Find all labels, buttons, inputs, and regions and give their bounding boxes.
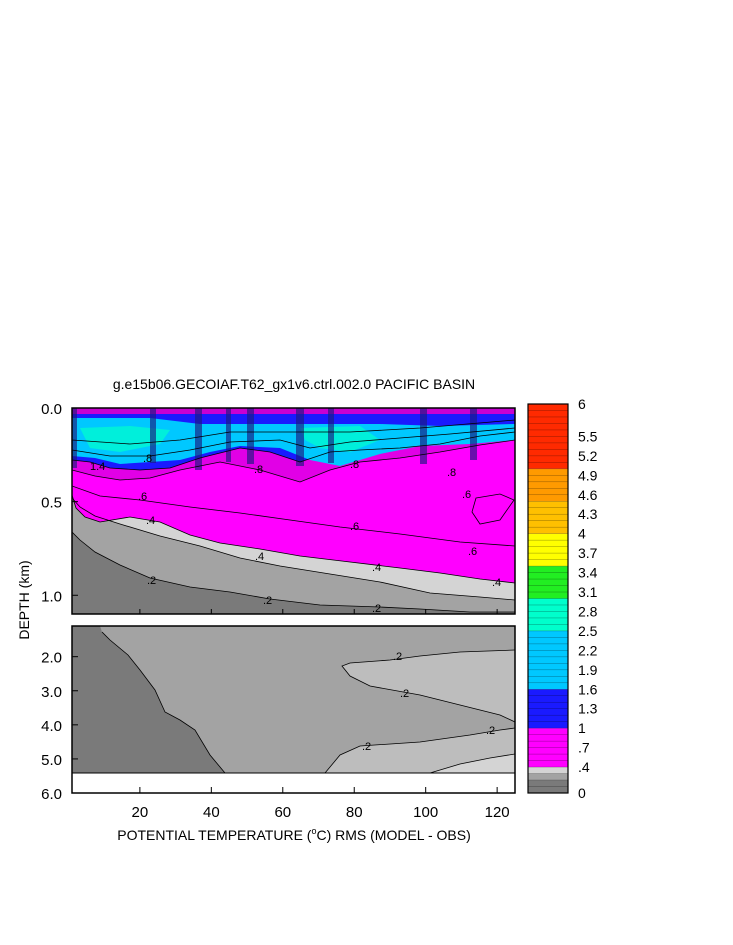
colorbar-frame <box>527 403 569 794</box>
lower-depth-panel <box>72 626 515 793</box>
x-tick-label: 80 <box>346 804 363 821</box>
y-tick-label: 0.5 <box>41 495 62 512</box>
colorbar-label: 5.5 <box>578 428 598 444</box>
lower-panel-frame <box>71 625 516 794</box>
contour-label: .2 <box>393 651 402 663</box>
colorbar-band <box>528 468 568 502</box>
y-tick-label: 0.0 <box>41 401 62 418</box>
contour-label: .2 <box>263 595 272 607</box>
colorbar-label: .4 <box>578 759 590 775</box>
region-0.3-0.4-corner <box>430 754 515 773</box>
region-gt-0.2-bottom <box>325 728 515 773</box>
colorbar-label: 6 <box>578 396 586 412</box>
contour-label: .8 <box>143 453 152 465</box>
contour-label: .2 <box>400 688 409 700</box>
contour-label: .2 <box>486 725 495 737</box>
missing-data-band <box>72 773 515 793</box>
colorbar-label: 2.2 <box>578 642 598 658</box>
x-axis-label-sup: o <box>311 826 316 836</box>
colorbar-band <box>528 566 568 599</box>
contour-label: .6 <box>350 521 359 533</box>
y-tick-label: 4.0 <box>41 718 62 735</box>
colorbar-label: 3.1 <box>578 584 598 600</box>
contour-label: .8 <box>254 464 263 476</box>
contour-label: .2 <box>147 575 156 587</box>
colorbar-label: 2.8 <box>578 603 598 619</box>
y-tick-label: 3.0 <box>41 684 62 701</box>
colorbar-label: 3.4 <box>578 565 598 581</box>
y-tick-label: 1.0 <box>41 588 62 605</box>
contour-label: .2 <box>372 603 381 615</box>
y-tick-label: 2.0 <box>41 650 62 667</box>
x-tick-label: 40 <box>203 804 220 821</box>
colorbar-label: 1.9 <box>578 662 598 678</box>
colorbar-label: 5.2 <box>578 448 598 464</box>
contour-label: .4 <box>146 515 155 527</box>
x-tick-label: 60 <box>274 804 291 821</box>
contour-lines-lower <box>101 631 515 774</box>
region-1.6-2.5 <box>72 418 515 466</box>
y-tick-label: 6.0 <box>41 786 62 803</box>
axes: 20 40 60 80 100 120 0.0 0.5 1.0 2.0 3.0 4.0 5.0 6.0 <box>41 401 510 821</box>
colorbar-band <box>528 773 568 781</box>
contour-label: .8 <box>447 467 456 479</box>
y-tick-label: 5.0 <box>41 752 62 769</box>
contour-label: 1.4 <box>90 461 105 473</box>
region-surface-1.0 <box>72 408 515 414</box>
colorbar-label: 1.3 <box>578 701 598 717</box>
colorbar-label: 4.3 <box>578 506 598 522</box>
colorbar-band <box>528 767 568 774</box>
colorbar: 6 5.5 5.2 4.9 4.6 4.3 4 3.7 3.4 3.1 2.8 2.5 2.2 1.9 1.… <box>528 396 598 801</box>
y-axis-label: DEPTH (km) <box>16 560 32 639</box>
region-gt-0.2-top <box>342 650 515 722</box>
x-axis-label-post: C) RMS (MODEL - OBS) <box>316 827 470 843</box>
colorbar-label: .7 <box>578 740 590 756</box>
upper-depth-panel <box>72 408 515 614</box>
colorbar-band <box>528 533 568 567</box>
contour-label: .4 <box>255 551 264 563</box>
contour-lines-upper <box>72 419 515 613</box>
contour-label: .4 <box>492 577 501 589</box>
colorbar-label: 4.9 <box>578 467 598 483</box>
colorbar-label: 4 <box>578 526 586 542</box>
x-axis-label: POTENTIAL TEMPERATURE (oC) RMS (MODEL - … <box>117 826 471 843</box>
chart-title: g.e15b06.GECOIAF.T62_gx1v6.ctrl.002.0 PA… <box>113 376 475 392</box>
colorbar-label: 1.6 <box>578 681 598 697</box>
colorbar-band <box>528 501 568 534</box>
colorbar-band <box>528 630 568 690</box>
colorbar-band <box>528 598 568 631</box>
x-tick-label: 100 <box>413 804 438 821</box>
x-axis-label-pre: POTENTIAL TEMPERATURE ( <box>117 827 312 843</box>
contour-label: .8 <box>350 459 359 471</box>
upper-panel-frame <box>71 407 516 615</box>
contour-label: .6 <box>468 546 477 558</box>
colorbar-label: 0 <box>578 785 586 801</box>
contour-label: .4 <box>372 562 381 574</box>
contour-label: .2 <box>362 741 371 753</box>
colorbar-label: 1 <box>578 720 586 736</box>
colorbar-label: 3.7 <box>578 545 598 561</box>
contour-label: .6 <box>462 489 471 501</box>
x-tick-label: 20 <box>132 804 149 821</box>
colorbar-label: 4.6 <box>578 487 598 503</box>
contour-labels: .2 .2 .2 .4 .4 .4 .4 .6 .6 .6 .6 .8 .8 .… <box>90 453 501 753</box>
contour-label: .6 <box>138 491 147 503</box>
x-tick-label: 120 <box>485 804 510 821</box>
colorbar-label: 2.5 <box>578 623 598 639</box>
